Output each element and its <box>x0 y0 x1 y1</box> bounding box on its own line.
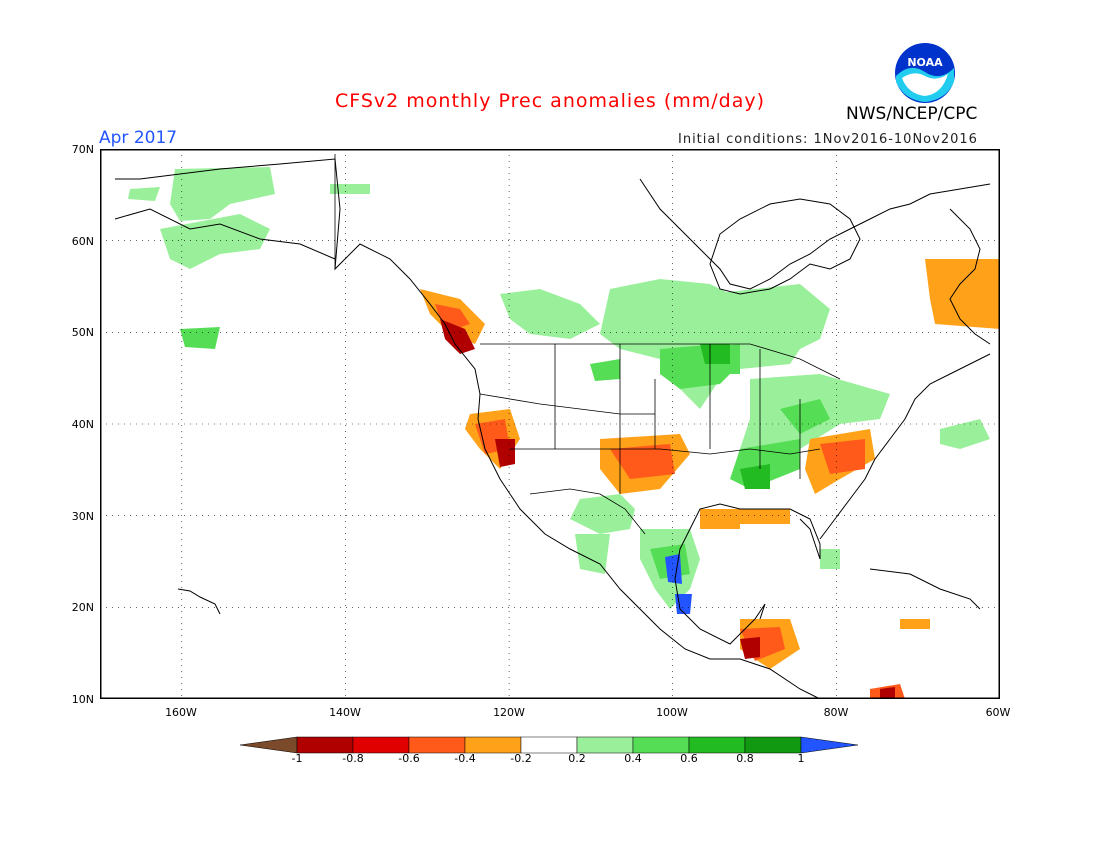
colorbar-swatch <box>296 736 354 754</box>
colorbar-label: -0.4 <box>454 752 476 765</box>
colorbar-swatch <box>520 736 578 754</box>
colorbar-label: -0.2 <box>510 752 532 765</box>
colorbar-swatch <box>632 736 690 754</box>
colorbar <box>240 736 859 754</box>
lon-label: 140W <box>329 706 361 719</box>
lon-label: 120W <box>493 706 525 719</box>
lat-label: 30N <box>71 510 94 523</box>
colorbar-label: 0.2 <box>568 752 586 765</box>
political-borders <box>334 154 841 535</box>
colorbar-swatch <box>464 736 522 754</box>
colorbar-swatch <box>688 736 746 754</box>
svg-text:NOAA: NOAA <box>907 56 943 69</box>
colorbar-swatch <box>408 736 466 754</box>
anomaly-map <box>100 149 1000 699</box>
colorbar-label: 1 <box>797 752 805 765</box>
strong-positive-regions <box>700 344 770 489</box>
lat-label: 50N <box>71 326 94 339</box>
colorbar-swatch <box>352 736 410 754</box>
colorbar-label: -1 <box>291 752 303 765</box>
colorbar-swatch <box>576 736 634 754</box>
colorbar-label: 0.8 <box>736 752 754 765</box>
colorbar-swatch <box>744 736 802 754</box>
colorbar-swatch-high <box>800 736 859 754</box>
initial-conditions: Initial conditions: 1Nov2016-10Nov2016 <box>678 132 978 147</box>
lat-label: 40N <box>71 418 94 431</box>
lon-label: 60W <box>985 706 1011 719</box>
strong-negative-regions <box>440 319 895 699</box>
lat-label: 20N <box>71 601 94 614</box>
colorbar-label: 0.6 <box>680 752 698 765</box>
coastlines <box>114 158 991 699</box>
lon-label: 80W <box>823 706 849 719</box>
colorbar-label: -0.6 <box>398 752 420 765</box>
chart-title: CFSv2 monthly Prec anomalies (mm/day) <box>334 90 766 112</box>
lat-label: 70N <box>71 143 94 156</box>
noaa-logo: NOAA <box>895 43 955 103</box>
lat-label: 10N <box>71 693 94 706</box>
lon-label: 160W <box>165 706 197 719</box>
organization-label: NWS/NCEP/CPC <box>846 104 978 124</box>
lat-label: 60N <box>71 235 94 248</box>
colorbar-label: -0.8 <box>342 752 364 765</box>
lon-label: 100W <box>656 706 688 719</box>
graticule <box>100 149 1000 699</box>
colorbar-swatch-low <box>240 736 298 754</box>
forecast-period: Apr 2017 <box>99 128 178 148</box>
colorbar-swatches <box>240 736 859 754</box>
colorbar-label: 0.4 <box>624 752 642 765</box>
